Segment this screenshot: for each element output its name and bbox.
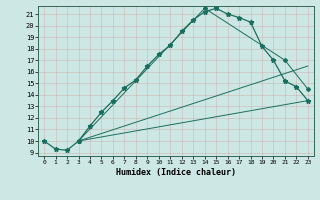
X-axis label: Humidex (Indice chaleur): Humidex (Indice chaleur) xyxy=(116,168,236,177)
